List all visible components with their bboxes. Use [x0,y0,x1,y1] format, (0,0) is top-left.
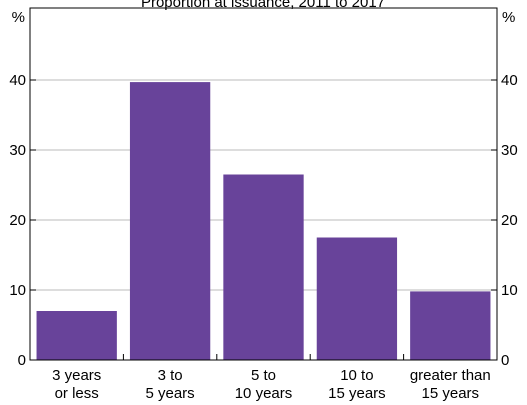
x-tick-label: 15 years [422,385,480,402]
chart-subtitle: Proportion at issuance, 2011 to 2017 [141,0,385,11]
x-tick-label: 3 to [158,367,183,384]
bar [36,311,117,360]
y-tick-label-right: 20 [501,212,518,229]
x-tick-label: or less [55,385,99,402]
plot-frame [29,7,498,361]
x-tick-label: 3 years [52,367,101,384]
x-tick-label: 10 years [235,385,293,402]
bar [316,237,398,360]
y-tick-label: 0 [18,352,26,369]
y-tick-label-right: 30 [501,142,518,159]
y-tick-label: 30 [9,142,26,159]
bar [410,291,491,360]
y-unit-left: % [12,9,25,26]
y-tick-label: 10 [9,282,26,299]
x-tick-label: 15 years [328,385,386,402]
y-tick-label-right: 10 [501,282,518,299]
y-tick-label: 40 [9,72,26,89]
x-tick-label: greater than [410,367,491,384]
bar [223,174,304,360]
bar [129,82,211,360]
y-unit-right: % [502,9,515,26]
y-tick-label: 20 [9,212,26,229]
x-tick-label: 5 years [145,385,194,402]
x-tick-label: 5 to [251,367,276,384]
y-tick-label-right: 0 [501,352,509,369]
x-tick-label: 10 to [340,367,373,384]
y-tick-label-right: 40 [501,72,518,89]
